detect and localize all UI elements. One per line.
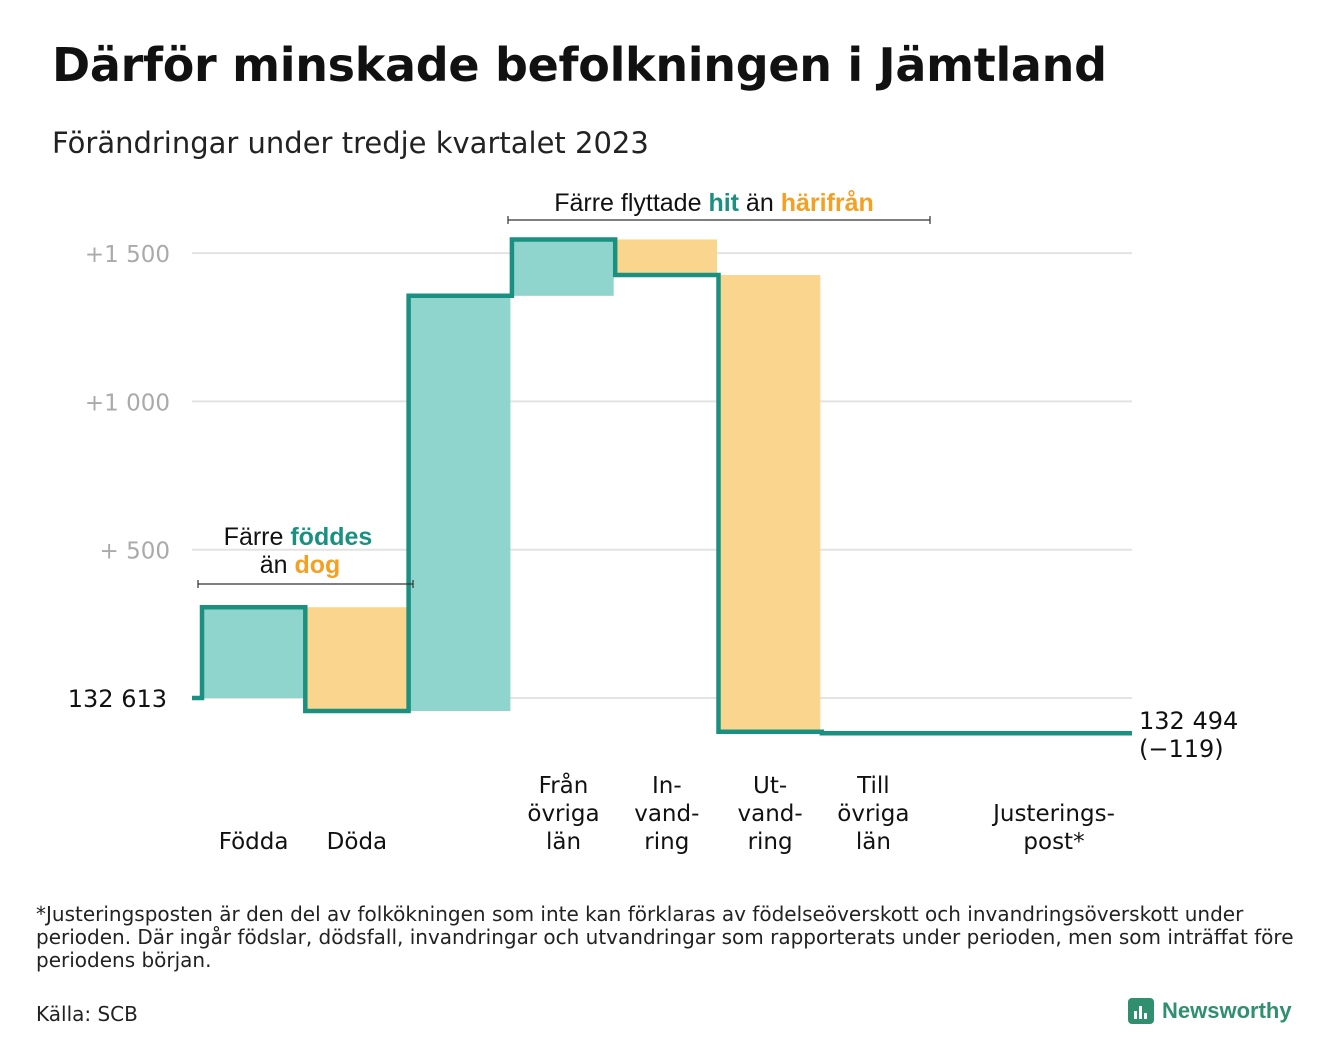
y-tick-label: +1 500 (85, 242, 170, 268)
x-axis-label: post* (1023, 829, 1084, 855)
chart-title: Därför minskade befolkningen i Jämtland (52, 38, 1107, 92)
bar (203, 607, 304, 698)
x-axis-label: Födda (219, 829, 289, 855)
source-note: Källa: SCB (36, 1002, 138, 1026)
migration-annotation: Färre flyttade hit än härifrån (554, 189, 874, 217)
newsworthy-logo: Newsworthy (1128, 998, 1292, 1024)
y-tick-label: +1 000 (85, 390, 170, 416)
bar (306, 607, 408, 712)
end-change-label: (−119) (1139, 735, 1224, 763)
x-axis-label: vand- (634, 801, 699, 827)
x-axis-label: Justerings- (991, 801, 1115, 827)
x-axis-label: ring (748, 829, 793, 855)
bar (720, 275, 821, 732)
waterfall-chart: + 500 +1 000 +1 500 132 613 132 494(−119) F… (68, 189, 1239, 855)
x-axis-label: Till (856, 773, 890, 799)
step-line: 132 494(−119) (192, 237, 1238, 763)
births-annotation-line1: Färre föddes (224, 523, 373, 551)
x-axis-label: In- (652, 773, 682, 799)
end-value-label: 132 494 (1139, 707, 1238, 735)
x-axis-label: ring (644, 829, 689, 855)
chart-subtitle: Förändringar under tredje kvartalet 2023 (52, 126, 649, 160)
x-axis-label: Från (539, 771, 589, 799)
x-axis-label: övriga (837, 801, 909, 827)
bar (616, 239, 717, 276)
x-axis-label: vand- (738, 801, 803, 827)
bar (513, 239, 614, 296)
bars (203, 239, 924, 734)
y-axis-ticks: + 500 +1 000 +1 500 132 613 (68, 242, 170, 713)
x-axis-label: Ut- (753, 773, 787, 799)
brand-name: Newsworthy (1162, 998, 1292, 1023)
footnote: *Justeringsposten är den del av folkökni… (36, 902, 1294, 972)
births-annotation-line2: än dog (260, 551, 341, 579)
y-tick-label: + 500 (100, 539, 170, 565)
x-axis-label: Döda (327, 829, 387, 855)
x-axis-label: övriga (527, 801, 599, 827)
cumulative-step-line (192, 237, 1132, 736)
x-axis-label: län (856, 829, 891, 855)
x-axis-label: län (546, 829, 581, 855)
start-value-label: 132 613 (68, 685, 167, 713)
bar (410, 295, 511, 712)
bar-chart-icon (1128, 998, 1154, 1024)
x-axis-labels: Födda DödaFrånövrigalänIn-vand-ringUt-van… (219, 771, 1115, 855)
